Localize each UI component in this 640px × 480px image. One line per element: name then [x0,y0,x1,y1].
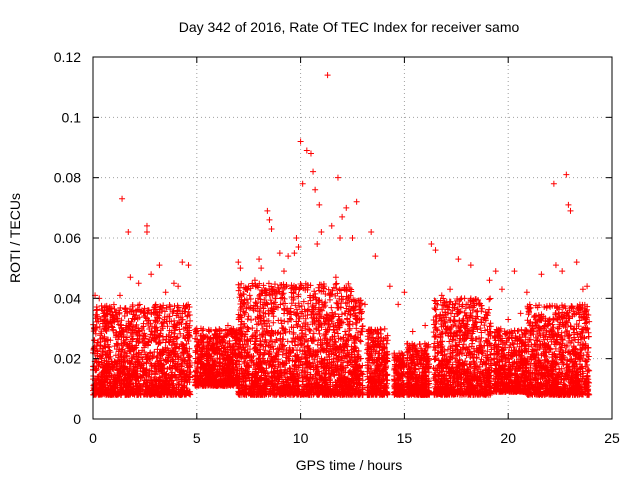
data-point [261,351,268,358]
chart-title: Day 342 of 2016, Rate Of TEC Index for r… [179,19,520,35]
data-point [93,324,100,331]
data-point [110,327,117,334]
data-point [157,339,164,346]
data-point [152,301,159,308]
data-point [316,281,323,288]
data-point [93,307,100,314]
data-point [167,365,174,372]
data-point [113,308,120,315]
data-point [139,368,146,375]
data-point [187,317,194,324]
data-point [142,384,149,391]
data-point [184,312,191,319]
data-point [381,325,388,332]
data-point [136,331,143,338]
data-point [333,280,340,287]
data-point [154,346,161,353]
data-point [146,371,153,378]
data-point [122,350,129,357]
data-point [177,330,184,337]
data-point [107,319,114,326]
data-point [111,371,118,378]
data-point [122,305,129,312]
data-point [153,354,160,361]
data-point [153,308,160,315]
data-point [171,303,178,310]
data-point [315,284,322,291]
data-point [94,306,101,313]
data-point [156,333,163,340]
data-point [116,309,123,316]
data-point [344,315,351,322]
data-point [141,305,148,312]
data-point [153,383,160,390]
data-point [166,301,173,308]
data-point [131,327,138,334]
data-point [121,312,128,319]
data-point [154,327,161,334]
data-point [236,284,243,291]
data-point [328,304,335,311]
data-point [297,281,304,287]
data-point [135,328,142,335]
data-point [246,292,253,299]
data-point [175,304,182,311]
data-point [92,367,99,374]
data-point [139,347,146,354]
data-point [247,296,254,303]
data-point [144,307,151,314]
data-point [93,318,100,325]
data-point [140,320,147,327]
data-point [139,336,146,343]
data-points [90,72,593,398]
data-point [235,281,242,288]
grid-lines [93,57,612,419]
data-point [334,330,341,337]
data-point [108,323,115,330]
data-point [96,323,103,330]
data-point [345,321,352,328]
data-point [306,326,313,333]
data-point [128,355,135,362]
data-point [288,338,295,345]
data-point [294,323,301,330]
data-point [242,309,249,316]
data-point [249,325,256,332]
data-point [342,328,349,335]
data-point [157,330,164,337]
data-point [129,302,136,309]
data-point [110,301,117,308]
data-point [135,302,142,309]
data-point [244,316,251,323]
data-point [162,339,169,346]
data-point [238,280,245,287]
data-point [270,313,277,320]
data-point [170,308,177,315]
data-point [118,317,125,324]
data-point [193,347,200,354]
data-point [176,343,183,350]
data-point [133,321,140,328]
data-point [143,360,150,367]
